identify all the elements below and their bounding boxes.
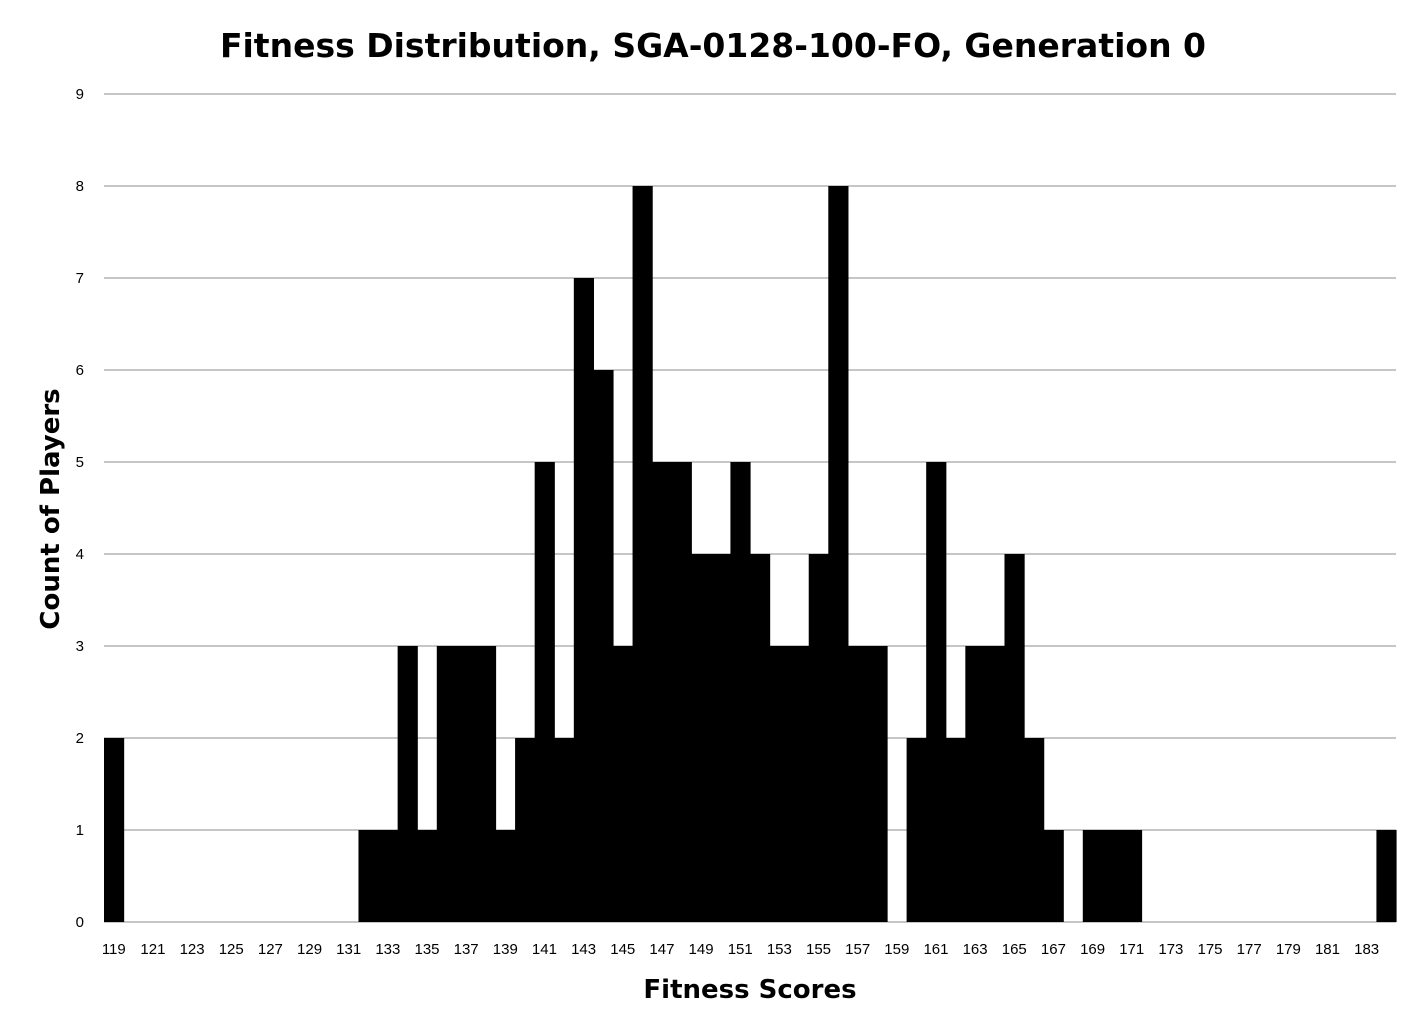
bar-132: [358, 830, 379, 922]
x-tick-label: 131: [336, 941, 361, 958]
bar-155: [808, 554, 829, 922]
bar-140: [515, 738, 536, 922]
x-tick-label: 167: [1041, 941, 1066, 958]
bar-164: [984, 646, 1006, 922]
bar-170: [1102, 830, 1123, 922]
x-tick-label: 155: [806, 941, 831, 958]
x-tick-label: 159: [884, 941, 909, 958]
bar-156: [828, 186, 849, 922]
y-tick-label: 6: [76, 362, 84, 379]
x-tick-label: 123: [180, 941, 205, 958]
x-axis-label: Fitness Scores: [643, 975, 856, 1005]
bar-138: [475, 646, 497, 922]
x-tick-label: 179: [1276, 941, 1301, 958]
bar-141: [534, 462, 555, 922]
bar-148: [671, 462, 692, 922]
y-tick-label: 0: [76, 914, 84, 931]
x-tick-label: 133: [375, 941, 400, 958]
x-tick-label: 135: [414, 941, 439, 958]
y-tick-label: 4: [76, 546, 84, 563]
bar-146: [632, 186, 653, 922]
x-tick-label: 143: [571, 941, 596, 958]
x-tick-label: 177: [1237, 941, 1262, 958]
x-tick-label: 163: [963, 941, 988, 958]
bar-153: [769, 646, 790, 922]
y-tick-label: 7: [76, 270, 84, 287]
bar-161: [926, 462, 947, 922]
bars: [104, 186, 1397, 922]
bar-143: [573, 278, 594, 922]
bar-147: [652, 462, 673, 922]
bar-119: [104, 738, 125, 922]
bar-136: [436, 646, 457, 922]
x-tick-label: 137: [454, 941, 479, 958]
x-tick-label: 145: [610, 941, 635, 958]
bar-165: [1004, 554, 1025, 922]
x-tick-label: 169: [1080, 941, 1105, 958]
bar-145: [612, 646, 634, 922]
y-tick-label: 3: [76, 638, 84, 655]
x-tick-label: 183: [1354, 941, 1379, 958]
x-tick-label: 157: [845, 941, 870, 958]
y-tick-label: 8: [76, 178, 84, 195]
bar-167: [1043, 830, 1064, 922]
bar-184: [1376, 830, 1397, 922]
x-tick-label: 161: [923, 941, 948, 958]
x-tick-label: 141: [532, 941, 557, 958]
bar-137: [456, 646, 477, 922]
x-tick-label: 129: [297, 941, 322, 958]
bar-144: [593, 370, 614, 922]
y-axis-label: Count of Players: [36, 388, 66, 629]
bar-162: [945, 738, 966, 922]
bar-149: [691, 554, 712, 922]
bar-158: [867, 646, 888, 922]
chart-title: Fitness Distribution, SGA-0128-100-FO, G…: [220, 26, 1206, 65]
x-tick-label: 125: [219, 941, 244, 958]
bar-171: [1121, 830, 1143, 922]
bar-163: [965, 646, 986, 922]
bar-154: [789, 646, 810, 922]
bar-160: [906, 738, 927, 922]
x-tick-label: 147: [649, 941, 674, 958]
bar-139: [495, 830, 516, 922]
y-axis-ticks: 0 1 2 3 4 5 6 7 8 9: [76, 86, 84, 931]
y-tick-label: 2: [76, 730, 84, 747]
x-tick-label: 127: [258, 941, 283, 958]
bar-157: [847, 646, 869, 922]
x-axis-ticks: 119 121 123 125 127 129 131 133 135 137 139 141 143 1…: [102, 941, 1379, 958]
y-tick-label: 5: [76, 454, 84, 471]
bar-169: [1082, 830, 1103, 922]
x-tick-label: 175: [1198, 941, 1223, 958]
x-tick-label: 173: [1158, 941, 1183, 958]
bar-135: [417, 830, 438, 922]
bar-151: [730, 462, 751, 922]
x-tick-label: 119: [102, 941, 126, 958]
bar-133: [378, 830, 399, 922]
x-tick-label: 181: [1315, 941, 1340, 958]
bar-152: [750, 554, 771, 922]
y-tick-label: 1: [76, 822, 84, 839]
bar-166: [1024, 738, 1045, 922]
x-tick-label: 121: [140, 941, 165, 958]
x-tick-label: 165: [1002, 941, 1027, 958]
x-tick-label: 149: [689, 941, 714, 958]
x-tick-label: 171: [1119, 941, 1144, 958]
bar-150: [710, 554, 732, 922]
y-tick-label: 9: [76, 86, 84, 103]
x-tick-label: 153: [767, 941, 792, 958]
x-tick-label: 139: [493, 941, 518, 958]
x-tick-label: 151: [728, 941, 753, 958]
bar-142: [554, 738, 575, 922]
bar-134: [397, 646, 418, 922]
